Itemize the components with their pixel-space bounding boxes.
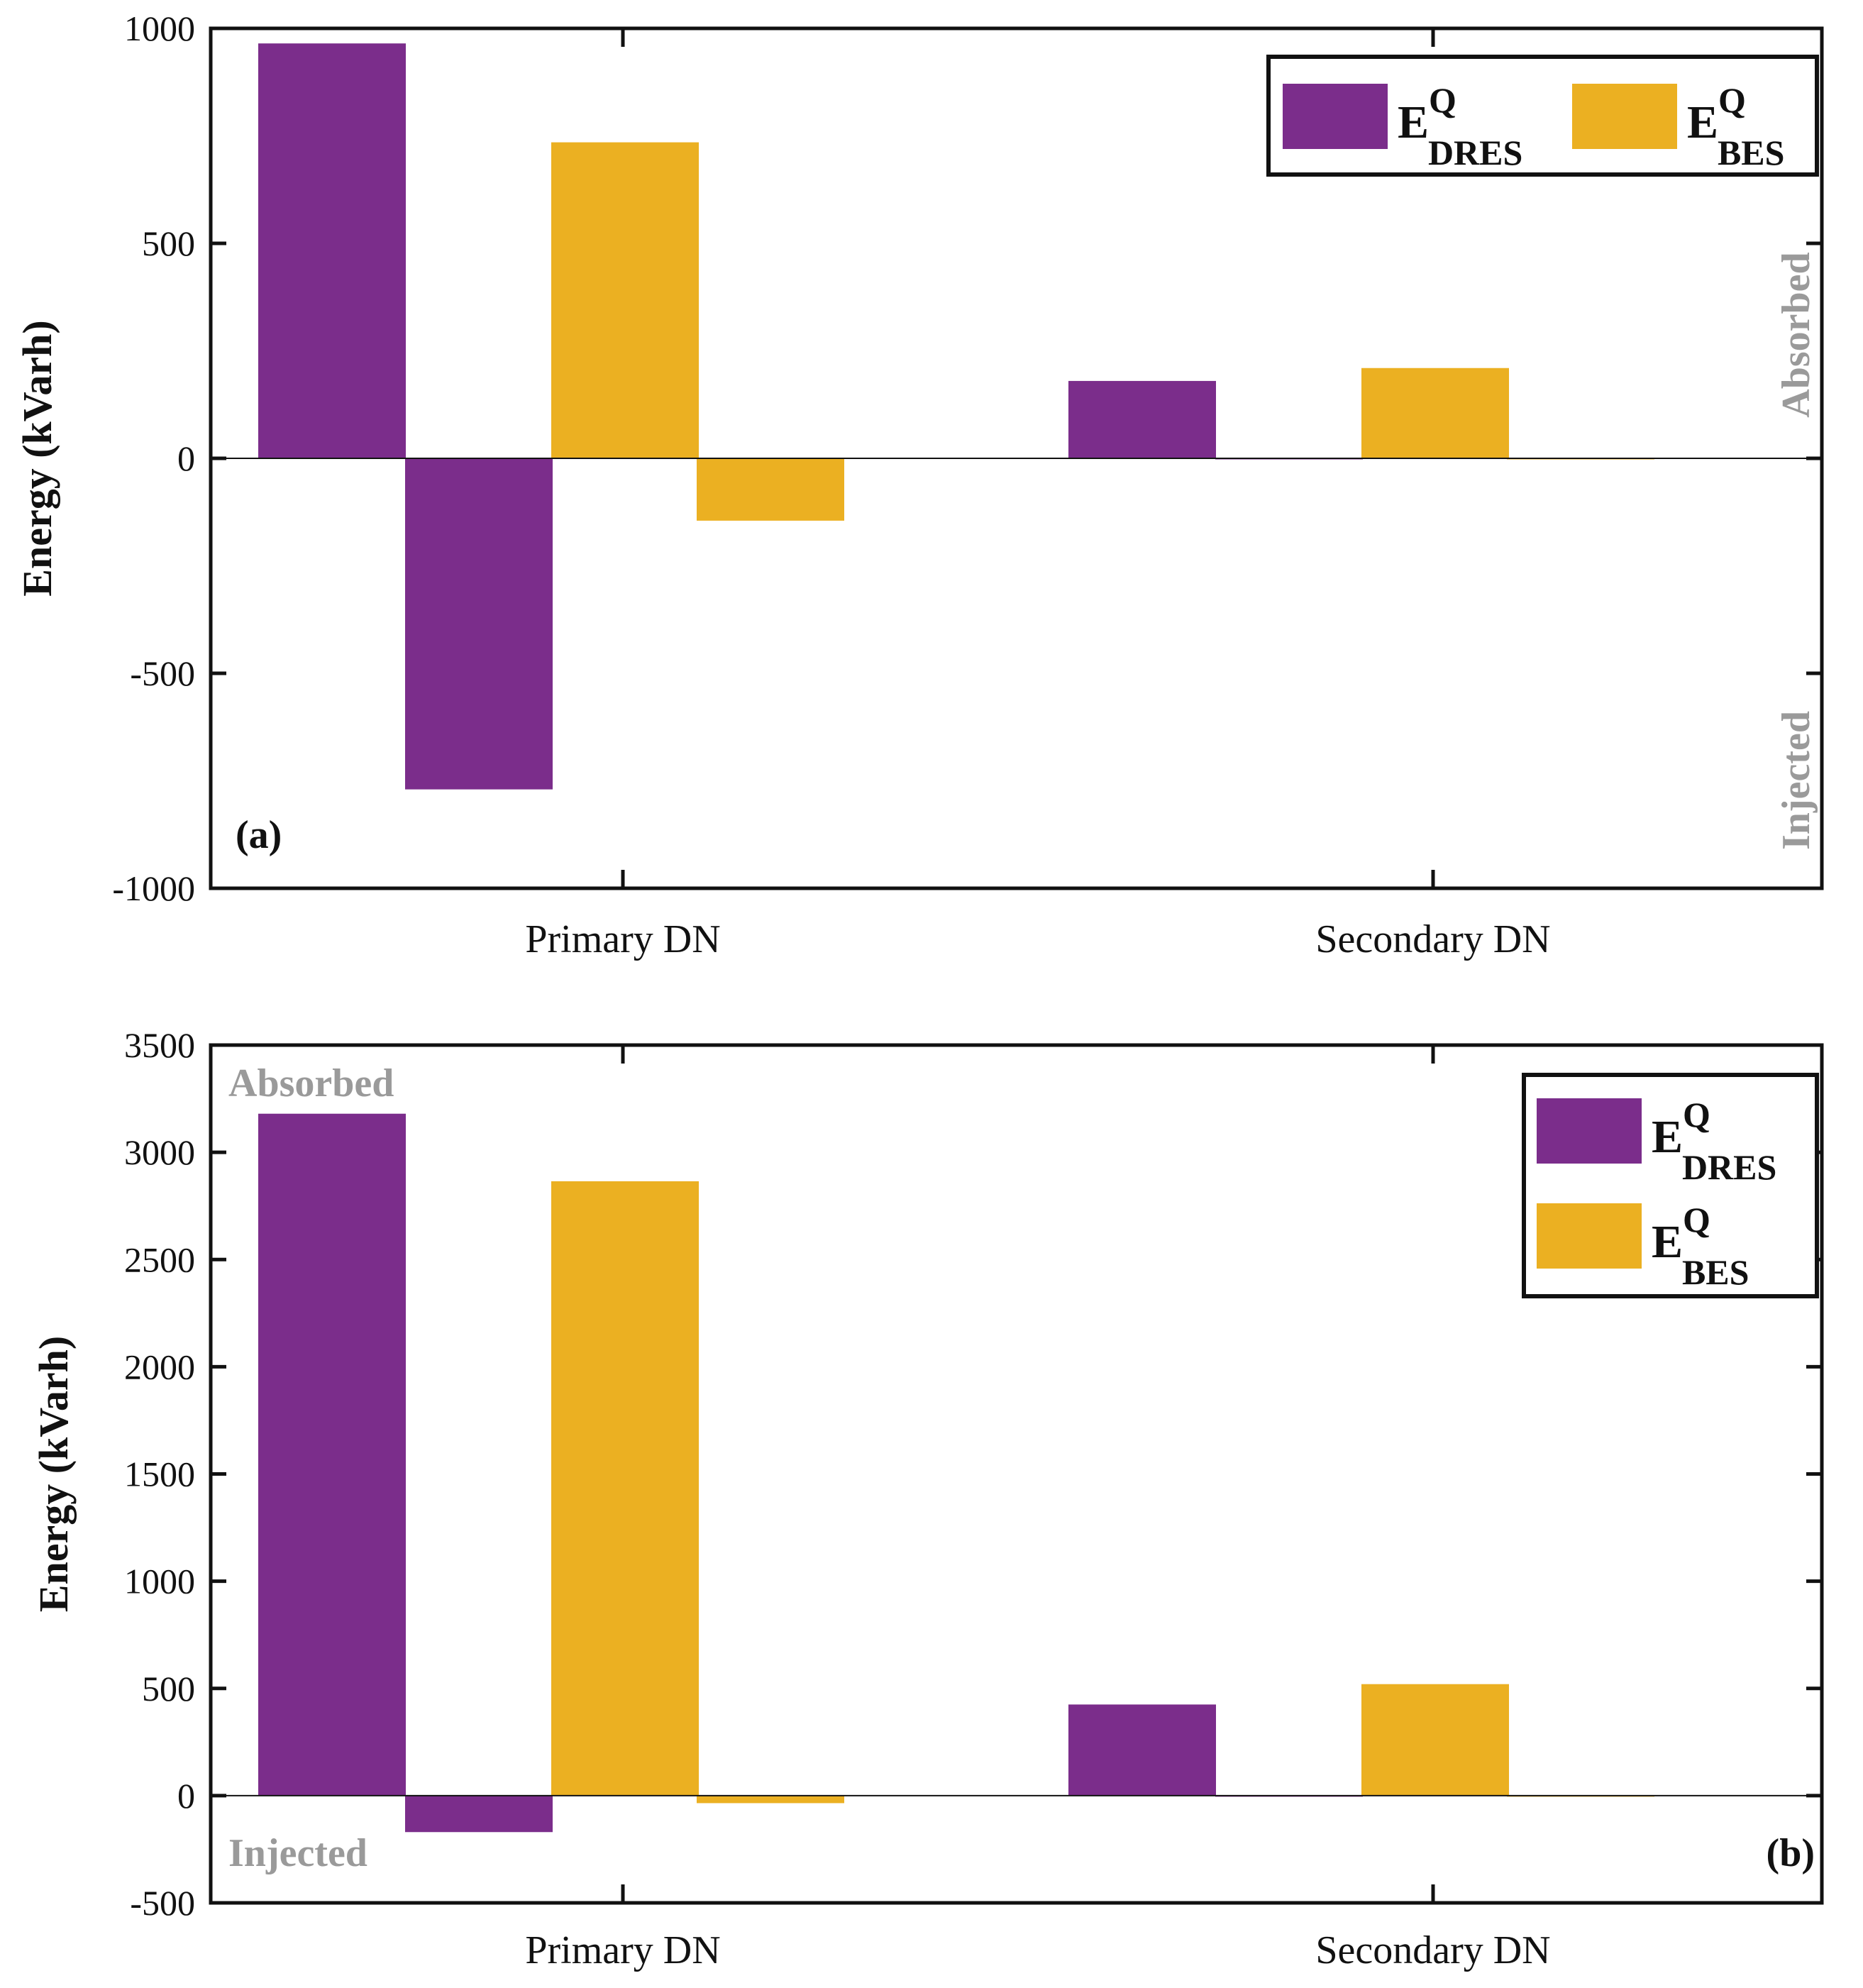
y-tick-label: 3000: [124, 1132, 195, 1172]
bar-a-s0-c1: [1068, 380, 1216, 458]
bar-b-s2-c0: [551, 1181, 699, 1796]
absorbed-annotation: Absorbed: [1774, 252, 1818, 417]
panel-label: (b): [1767, 1831, 1815, 1875]
injected-annotation: Injected: [228, 1831, 367, 1875]
legend: EQ DRES EQ BES: [1522, 1073, 1819, 1298]
x-tick-label: Primary DN: [525, 1928, 720, 1972]
bar-a-s3-c0: [697, 458, 844, 521]
y-tick-label: 2500: [124, 1239, 195, 1279]
bar-a-s1-c0: [405, 458, 553, 790]
y-tick-label: 500: [142, 1669, 195, 1708]
x-tick-label: Secondary DN: [1315, 1928, 1550, 1972]
y-tick-label: 1000: [124, 1562, 195, 1601]
axes-frame: [209, 1043, 1824, 1905]
y-tick-label: 0: [177, 438, 195, 478]
legend-label-1: EQ BES: [1652, 1200, 1749, 1292]
x-tick-label: Secondary DN: [1315, 917, 1550, 961]
y-axis-label: Energy (kVarh): [31, 1336, 77, 1612]
x-tick-label: Primary DN: [525, 917, 720, 961]
bar-b-s1-c0: [405, 1795, 553, 1833]
y-tick-label: 1500: [124, 1454, 195, 1494]
bar-b-s0-c1: [1068, 1704, 1216, 1796]
injected-annotation: Injected: [1774, 711, 1818, 850]
y-tick-label: -500: [130, 653, 195, 693]
legend-swatch-0: [1537, 1098, 1642, 1164]
bar-b-s3-c0: [697, 1795, 844, 1804]
y-tick-label: -500: [130, 1883, 195, 1923]
y-tick-label: 1000: [124, 9, 195, 48]
bar-a-s0-c0: [258, 43, 406, 458]
legend-swatch-1: [1537, 1203, 1642, 1269]
y-axis-label: Energy (kVarh): [14, 320, 60, 596]
y-tick-label: -1000: [112, 868, 195, 908]
legend-label-0: EQ DRES: [1398, 80, 1522, 172]
y-tick-label: 3500: [124, 1025, 195, 1065]
y-tick-label: 0: [177, 1776, 195, 1816]
bar-b-s0-c0: [258, 1113, 406, 1796]
chart-panel-a: -1000 -500 0 500 1000 Primary DN Secondary DN E…: [14, 9, 1824, 961]
y-tick-label: 500: [142, 223, 195, 263]
legend-swatch-1: [1572, 84, 1677, 149]
legend: EQ DRES EQ BES: [1266, 55, 1819, 177]
chart-panel-b: -500 0 500 1000 1500 2000 2500 3000 3500 Primary …: [31, 1025, 1824, 1972]
bar-a-s2-c0: [551, 142, 699, 458]
bar-b-s2-c1: [1361, 1684, 1509, 1796]
y-tick-label: 2000: [124, 1347, 195, 1386]
legend-label-0: EQ DRES: [1652, 1095, 1776, 1187]
legend-swatch-0: [1283, 84, 1388, 149]
absorbed-annotation: Absorbed: [228, 1061, 394, 1105]
axes-frame: [209, 26, 1824, 890]
legend-label-1: EQ BES: [1687, 80, 1784, 172]
bar-a-s2-c1: [1361, 368, 1509, 458]
panel-label: (a): [236, 813, 282, 857]
